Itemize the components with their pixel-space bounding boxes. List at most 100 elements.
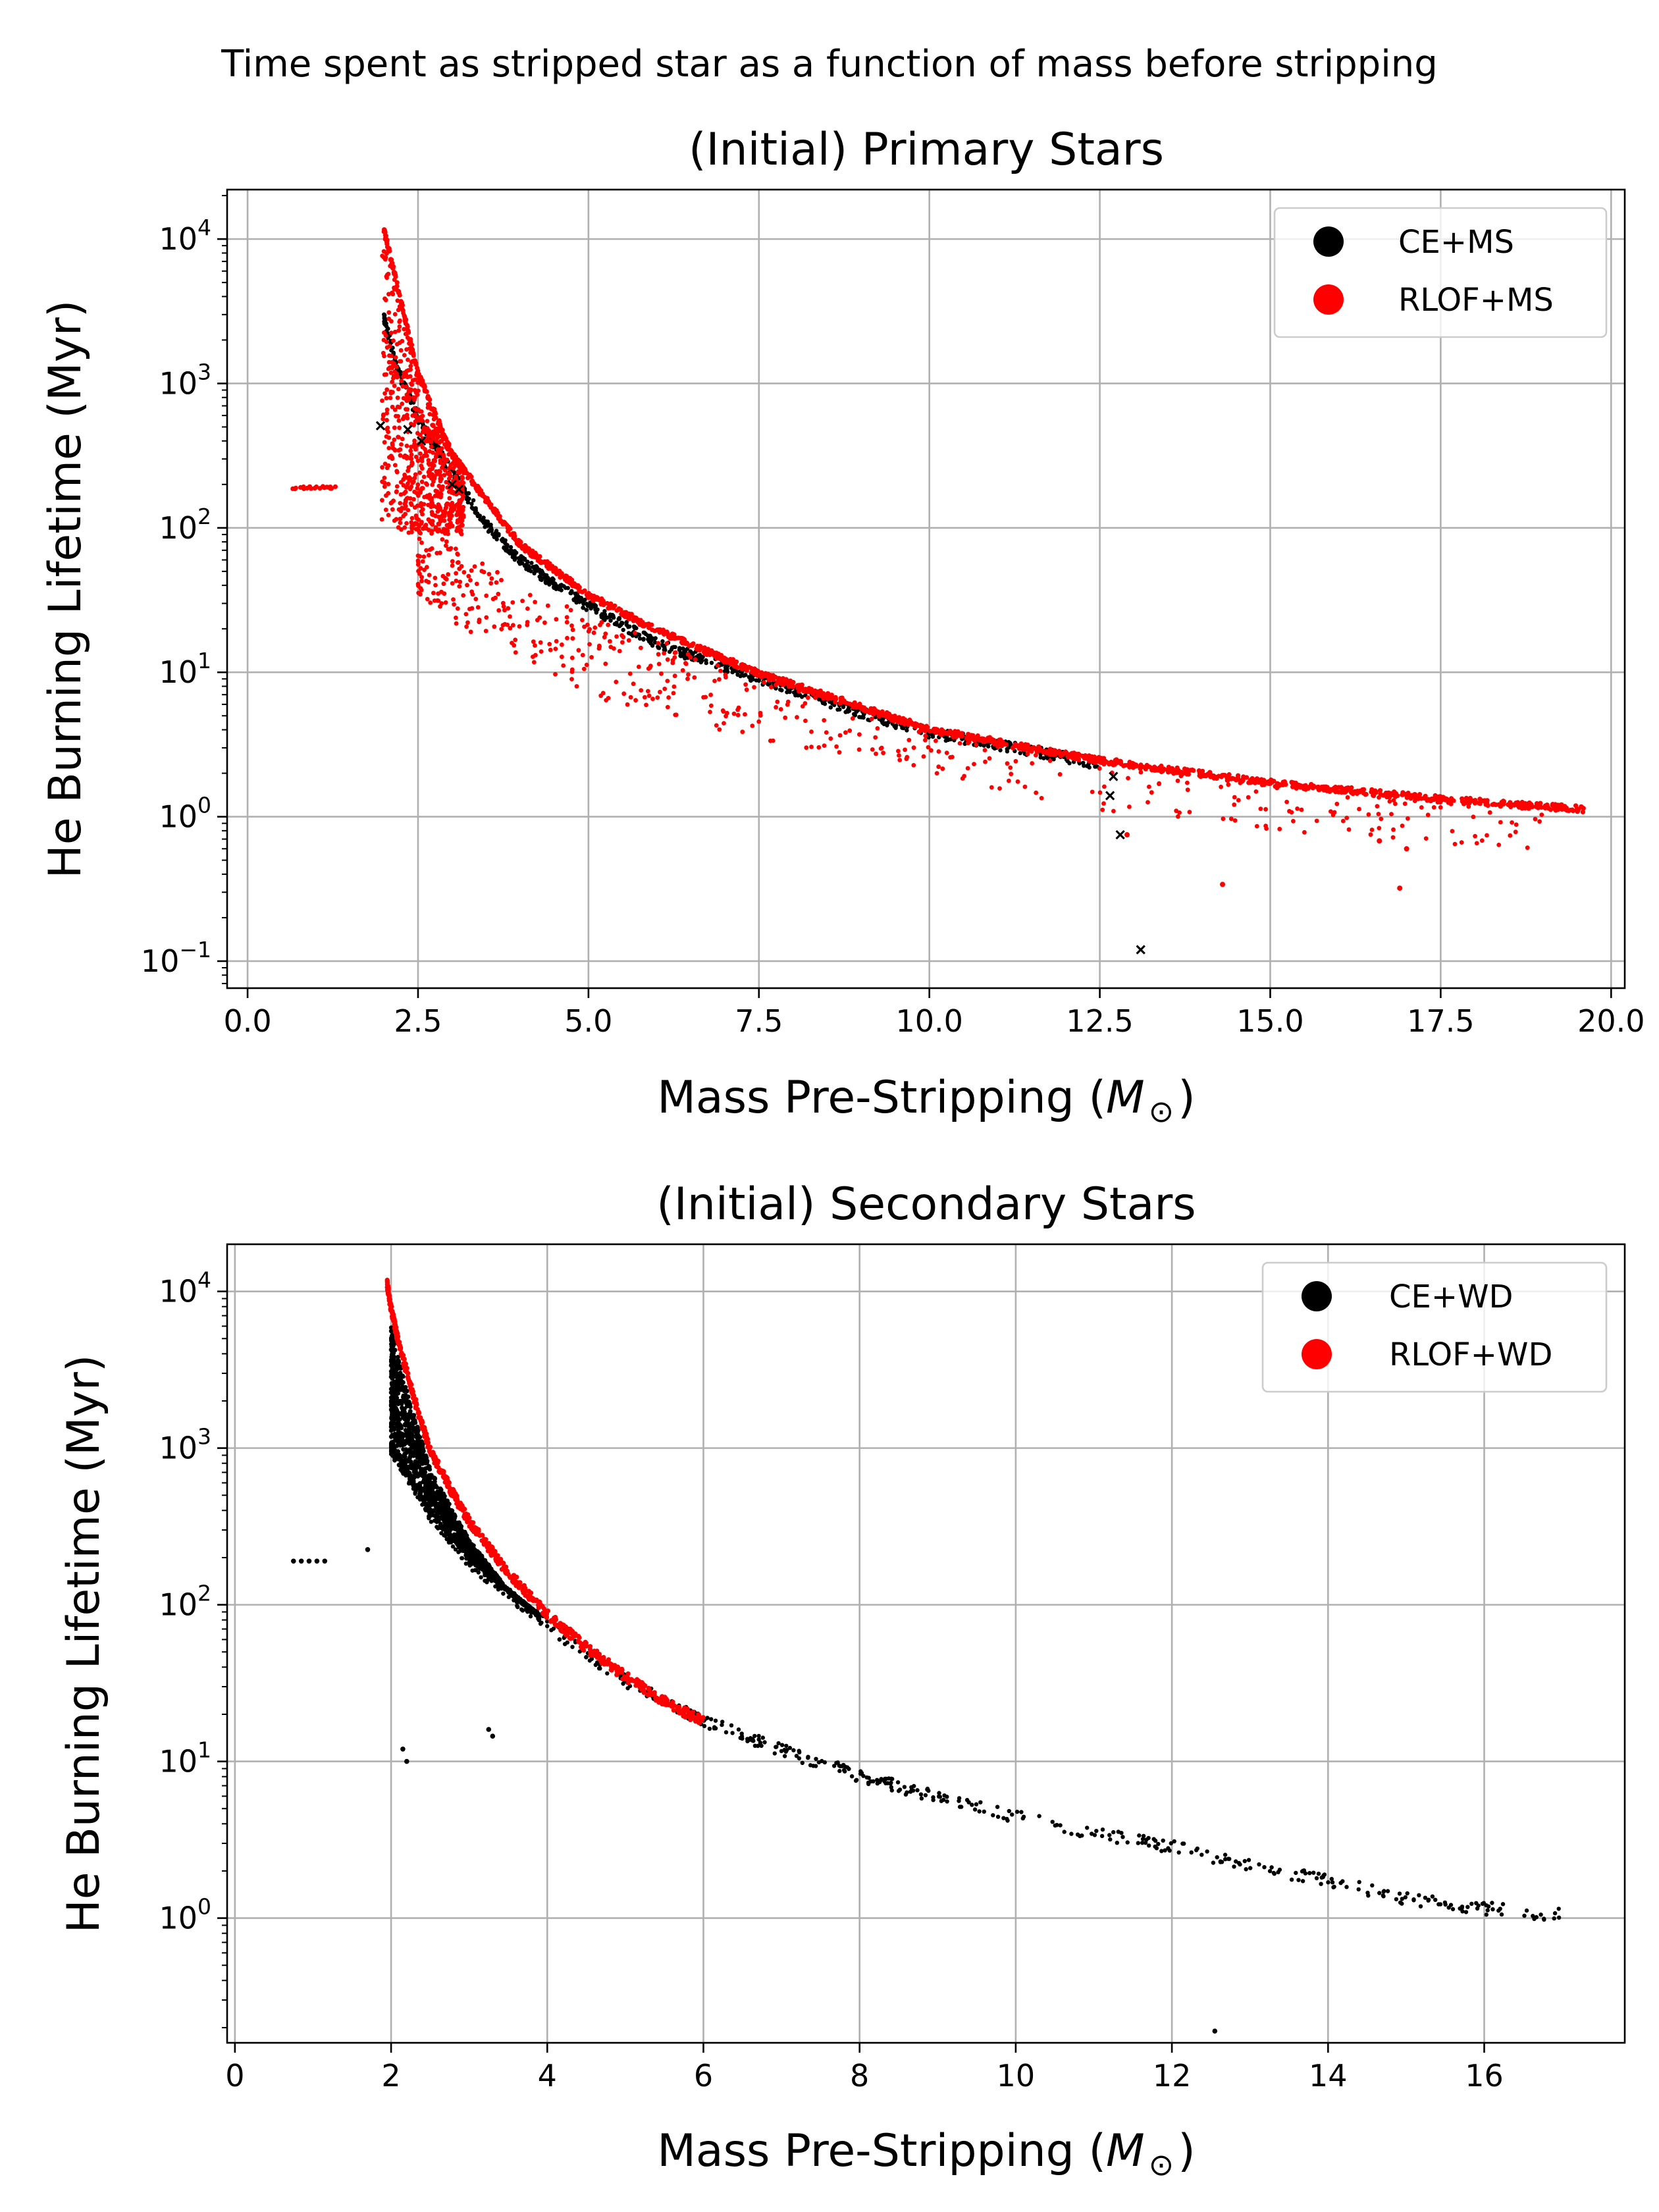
ce-wd-point [413,1459,418,1464]
rlof-ms-point [434,452,438,457]
rlof-ms-point [903,747,907,752]
rlof-ms-point [649,627,655,633]
rlof-ms-point [399,442,404,447]
rlof-ms-point [421,427,426,433]
ce-ms-point [602,609,607,614]
rlof-ms-point [1496,843,1502,847]
rlof-ms-point [1344,788,1350,793]
rlof-ms-point [530,548,535,554]
ce-wd-point [402,1411,407,1416]
rlof-ms-point [944,750,949,755]
rlof-ms-point [404,443,409,448]
ce-ms-point [656,644,660,649]
rlof-ms-point [388,354,394,358]
rlof-ms-point [1013,758,1018,764]
rlof-ms-point [856,747,862,752]
rlof-ms-point [384,387,390,392]
rlof-ms-point [683,661,688,666]
ce-ms-point [673,645,677,650]
rlof-ms-point [413,454,419,460]
rlof-ms-point [417,409,423,414]
rlof-ms-point [447,510,452,515]
rlof-ms-point [384,396,389,401]
rlof-ms-point [477,619,482,625]
rlof-ms-point [392,383,397,388]
rlof-ms-point [409,452,414,458]
rlof-ms-point [392,447,397,452]
ce-ms-point [574,600,579,605]
rlof-ms-point [539,649,544,654]
rlof-ms-point [1315,784,1321,789]
legend-label-ce-ms: CE+MS [1398,224,1514,261]
rlof-ms-point [416,560,421,565]
ce-ms-point [508,544,514,550]
rlof-ms-point [480,561,485,566]
rlof-ms-point [438,479,443,484]
rlof-ms-point [446,546,451,552]
ce-ms-point [464,491,469,496]
rlof-ms-point [1127,804,1132,809]
rlof-ms-point [881,750,885,756]
rlof-ms-point [1097,766,1102,771]
ce-ms-point [602,612,608,617]
rlof-ms-point [513,637,518,643]
rlof-ms-point [668,636,673,641]
rlof-ms-point [420,512,425,517]
rlof-ms-point [1485,833,1489,838]
rlof-ms-point [1479,838,1485,843]
ce-ms-point [698,660,704,665]
rlof-ms-point [475,605,481,610]
rlof-ms-point [966,733,971,738]
ce-ms-point [544,581,548,585]
rlof-ms-point [739,662,745,667]
ce-ms-point [1008,741,1013,746]
rlof-ms-point [621,691,627,697]
ce-ms-point [481,515,486,520]
ce-ms-point [733,668,738,673]
rlof-ms-point [1073,754,1078,759]
rlof-ms-point [390,500,394,505]
ce-wd-point [413,1420,418,1425]
x-tick-label: 7.5 [735,1003,783,1039]
primary-x-axis-label: Mass Pre-Stripping (M ⊙) [657,1072,1196,1129]
rlof-ms-point [384,407,390,412]
rlof-ms-point [619,633,624,638]
rlof-ms-point [384,434,389,439]
rlof-ms-point [427,552,431,558]
rlof-ms-point [1376,812,1381,816]
rlof-ms-point [599,619,604,625]
rlof-ms-point [984,738,989,743]
ce-ms-point [506,549,511,554]
rlof-ms-point [1542,803,1548,808]
rlof-ms-point [656,641,661,646]
rlof-ms-point [1149,790,1154,795]
rlof-ms-point [606,622,611,627]
rlof-ms-point [589,655,594,660]
rlof-ms-point [818,693,824,698]
rlof-ms-point [389,319,394,324]
ce-ms-point [382,316,386,321]
ce-ms-point [1105,791,1115,801]
ce-ms-point [525,566,530,570]
rlof-ms-point [418,586,423,591]
rlof-ms-point [869,716,874,722]
ce-ms-point [1018,750,1022,756]
rlof-ms-point [290,486,296,492]
ce-ms-point [532,571,537,576]
rlof-ms-point [1236,798,1241,803]
ce-ms-point [660,639,665,644]
rlof-ms-point [1240,776,1246,781]
rlof-ms-point [464,624,469,629]
rlof-ms-point [1039,796,1044,801]
rlof-ms-point [455,520,460,525]
rlof-ms-point [699,646,704,651]
rlof-ms-point [720,708,725,713]
rlof-ms-point [502,608,507,613]
rlof-ms-point [398,492,404,497]
rlof-ms-point [897,758,903,762]
ce-ms-point [512,558,517,562]
rlof-ms-point [1366,812,1371,817]
rlof-ms-point [382,237,388,242]
rlof-ms-point [415,365,420,371]
rlof-ms-point [398,359,402,364]
